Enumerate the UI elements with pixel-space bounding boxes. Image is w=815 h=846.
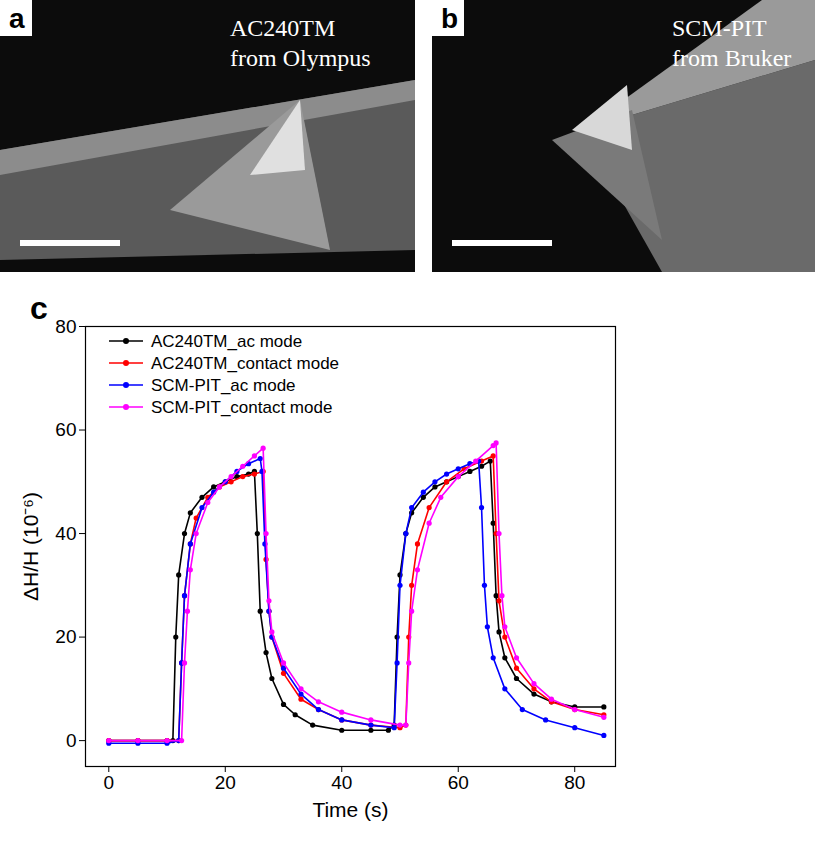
- svg-text:from Bruker: from Bruker: [672, 45, 791, 71]
- svg-text:0: 0: [104, 772, 115, 793]
- svg-text:40: 40: [331, 772, 352, 793]
- svg-text:SCM-PIT: SCM-PIT: [672, 15, 767, 41]
- svg-text:SCM-PIT_ac mode: SCM-PIT_ac mode: [151, 376, 296, 395]
- svg-text:60: 60: [55, 419, 76, 440]
- svg-text:20: 20: [215, 772, 236, 793]
- svg-text:80: 80: [55, 316, 76, 337]
- svg-text:20: 20: [55, 626, 76, 647]
- svg-text:a: a: [9, 3, 25, 34]
- svg-text:SCM-PIT_contact mode: SCM-PIT_contact mode: [151, 398, 332, 417]
- svg-text:ΔH/H (10⁻⁶): ΔH/H (10⁻⁶): [19, 492, 42, 601]
- html-text:c: c: [30, 290, 48, 326]
- svg-text:Time (s): Time (s): [312, 798, 388, 821]
- svg-text:AC240TM_ac mode: AC240TM_ac mode: [151, 332, 302, 351]
- svg-text:40: 40: [55, 523, 76, 544]
- svg-text:AC240TM_contact mode: AC240TM_contact mode: [151, 354, 339, 373]
- svg-text:60: 60: [448, 772, 469, 793]
- svg-text:b: b: [441, 3, 458, 34]
- svg-text:0: 0: [66, 730, 77, 751]
- svg-text:AC240TM: AC240TM: [230, 15, 335, 41]
- svg-text:80: 80: [564, 772, 585, 793]
- svg-text:from Olympus: from Olympus: [230, 45, 371, 71]
